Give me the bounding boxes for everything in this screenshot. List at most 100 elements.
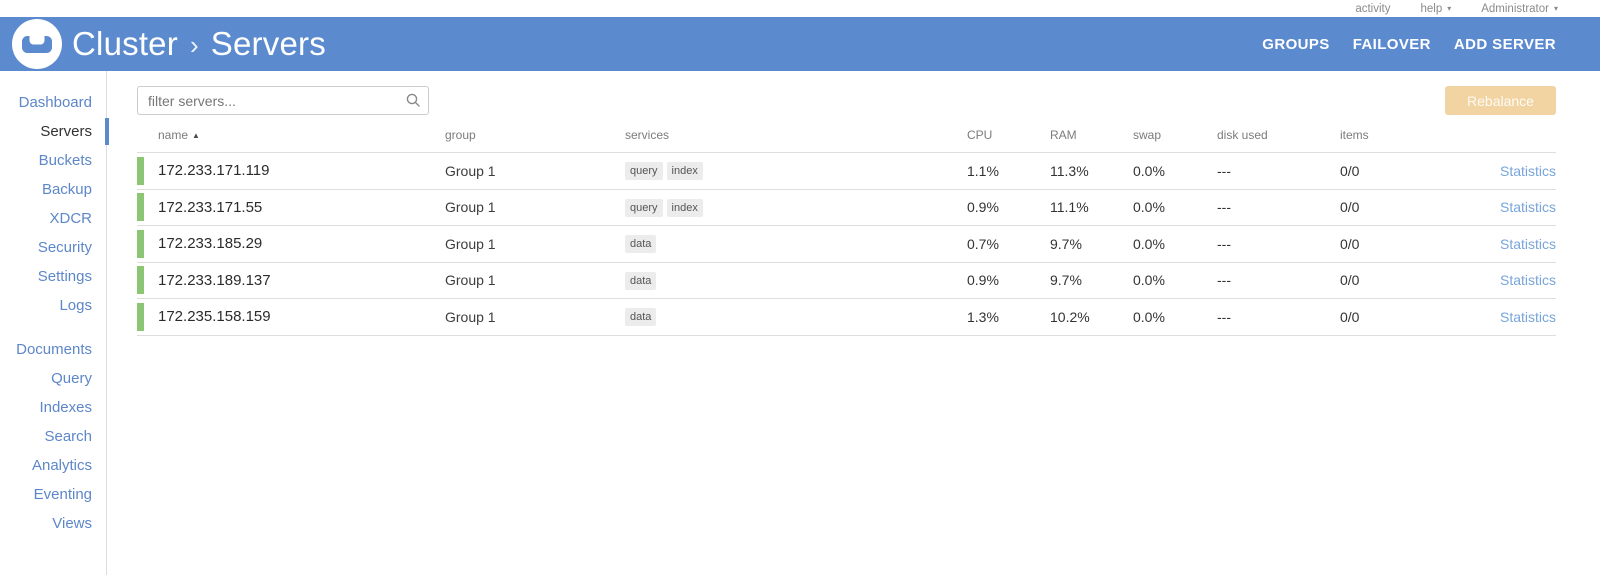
- server-group: Group 1: [445, 308, 496, 325]
- column-header-swap: swap: [1133, 128, 1162, 142]
- servers-toolbar: Rebalance: [137, 86, 1556, 115]
- sidebar-item[interactable]: Search: [44, 428, 92, 445]
- table-header-row: name ▲ group services CPU RAM swap disk u…: [137, 128, 1556, 153]
- server-ram: 9.7%: [1050, 272, 1082, 289]
- server-ram: 9.7%: [1050, 235, 1082, 252]
- service-badge: data: [625, 271, 657, 290]
- server-ram: 10.2%: [1050, 308, 1090, 325]
- server-name-cell: 172.233.185.29: [137, 229, 437, 258]
- app-header: Cluster › Servers GROUPS FAILOVER ADD SE…: [0, 17, 1600, 71]
- server-name[interactable]: 172.233.171.119: [158, 162, 270, 180]
- column-header-disk-used: disk used: [1217, 128, 1268, 142]
- server-statistics-cell: Statistics: [1480, 163, 1556, 179]
- server-statistics-cell: Statistics: [1480, 272, 1556, 288]
- server-cpu: 1.1%: [967, 162, 999, 179]
- server-name[interactable]: 172.233.185.29: [158, 235, 263, 253]
- column-header-name[interactable]: name ▲: [158, 128, 200, 142]
- sidebar-item[interactable]: Buckets: [38, 152, 92, 169]
- sidebar-item[interactable]: Eventing: [33, 486, 92, 503]
- sidebar-item[interactable]: Security: [37, 239, 92, 256]
- sidebar-item[interactable]: Servers: [0, 117, 109, 146]
- server-name-cell: 172.233.189.137: [137, 266, 437, 295]
- sidebar-item[interactable]: Backup: [41, 181, 92, 198]
- column-header-cpu: CPU: [967, 128, 993, 142]
- server-disk-used: ---: [1217, 162, 1231, 179]
- user-menu[interactable]: Administrator ▾: [1481, 3, 1558, 15]
- server-swap: 0.0%: [1133, 199, 1165, 216]
- sidebar: Dashboard Servers Buckets Backup XDCR Se…: [0, 71, 109, 575]
- service-badge: index: [666, 162, 703, 181]
- statistics-link[interactable]: Statistics: [1499, 272, 1556, 289]
- server-statistics-cell: Statistics: [1480, 236, 1556, 252]
- server-cpu: 1.3%: [967, 308, 999, 325]
- server-name[interactable]: 172.233.171.55: [158, 198, 263, 216]
- service-badge: query: [625, 162, 663, 181]
- help-menu[interactable]: help ▾: [1420, 3, 1451, 15]
- header-action-button[interactable]: GROUPS: [1262, 35, 1330, 53]
- server-row: 172.233.189.137 Group 1 data 0.9% 9.7% 0…: [137, 263, 1556, 299]
- server-group: Group 1: [445, 162, 496, 179]
- sidebar-item[interactable]: Query: [51, 370, 92, 387]
- server-row: 172.233.185.29 Group 1 data 0.7% 9.7% 0.…: [137, 226, 1556, 263]
- server-row: 172.233.171.55 Group 1 query index 0.9% 1…: [137, 190, 1556, 226]
- server-disk-used: ---: [1217, 199, 1231, 216]
- server-disk-used: ---: [1217, 272, 1231, 289]
- sidebar-item[interactable]: Analytics: [31, 457, 92, 474]
- header-action-button[interactable]: ADD SERVER: [1453, 35, 1556, 53]
- server-items: 0/0: [1340, 162, 1360, 179]
- server-ram: 11.1%: [1050, 199, 1089, 216]
- server-items: 0/0: [1340, 199, 1360, 216]
- server-group: Group 1: [445, 272, 496, 289]
- search-icon: [405, 92, 421, 108]
- server-health-indicator: [137, 193, 144, 222]
- rebalance-button[interactable]: Rebalance: [1445, 86, 1556, 115]
- servers-table: name ▲ group services CPU RAM swap disk u…: [137, 128, 1556, 336]
- server-services: query index: [625, 161, 967, 181]
- server-name[interactable]: 172.233.189.137: [158, 271, 271, 289]
- sidebar-item[interactable]: Settings: [37, 268, 92, 285]
- page-title: Servers: [210, 25, 326, 62]
- server-cpu: 0.7%: [967, 235, 999, 252]
- column-header-group: group: [445, 128, 476, 142]
- service-badge: index: [666, 198, 703, 217]
- server-group: Group 1: [445, 235, 496, 252]
- server-cpu: 0.9%: [967, 272, 999, 289]
- server-swap: 0.0%: [1133, 308, 1165, 325]
- server-health-indicator: [137, 156, 144, 185]
- server-name[interactable]: 172.235.158.159: [158, 308, 271, 326]
- server-swap: 0.0%: [1133, 162, 1165, 179]
- server-health-indicator: [137, 229, 144, 258]
- sidebar-item[interactable]: Indexes: [39, 399, 92, 416]
- server-name-cell: 172.235.158.159: [137, 302, 437, 331]
- server-services: data: [625, 271, 967, 290]
- main-content: Rebalance name▲ group services CPU RAM s…: [107, 71, 1600, 575]
- header-action-button[interactable]: FAILOVER: [1352, 35, 1431, 53]
- server-name-cell: 172.233.171.55: [137, 193, 437, 222]
- column-header-ram: RAM: [1050, 128, 1077, 142]
- server-services: query index: [625, 198, 967, 217]
- server-disk-used: ---: [1217, 308, 1231, 325]
- sidebar-item[interactable]: Views: [52, 515, 92, 532]
- filter-servers-input[interactable]: [137, 86, 429, 115]
- sidebar-item[interactable]: XDCR: [49, 210, 92, 227]
- server-items: 0/0: [1340, 308, 1360, 325]
- server-actions-nav: GROUPS FAILOVER ADD SERVER: [1260, 32, 1558, 57]
- user-label: Administrator: [1481, 2, 1549, 15]
- server-disk-used: ---: [1217, 235, 1231, 252]
- server-health-indicator: [137, 302, 144, 331]
- statistics-link[interactable]: Statistics: [1499, 308, 1556, 325]
- server-cpu: 0.9%: [967, 199, 999, 216]
- activity-link[interactable]: activity: [1355, 3, 1390, 15]
- sidebar-item[interactable]: Documents: [16, 341, 92, 358]
- activity-label: activity: [1355, 2, 1391, 15]
- sidebar-item[interactable]: Dashboard: [18, 94, 92, 111]
- server-name-cell: 172.233.171.119: [137, 156, 437, 185]
- breadcrumb-root: Cluster: [72, 25, 178, 62]
- server-statistics-cell: Statistics: [1480, 199, 1556, 215]
- server-row: 172.233.171.119 Group 1 query index 1.1% …: [137, 153, 1556, 190]
- statistics-link[interactable]: Statistics: [1499, 199, 1556, 216]
- couchbase-logo-icon: [12, 19, 62, 69]
- sidebar-item[interactable]: Logs: [59, 297, 92, 314]
- statistics-link[interactable]: Statistics: [1499, 162, 1556, 179]
- statistics-link[interactable]: Statistics: [1499, 235, 1556, 252]
